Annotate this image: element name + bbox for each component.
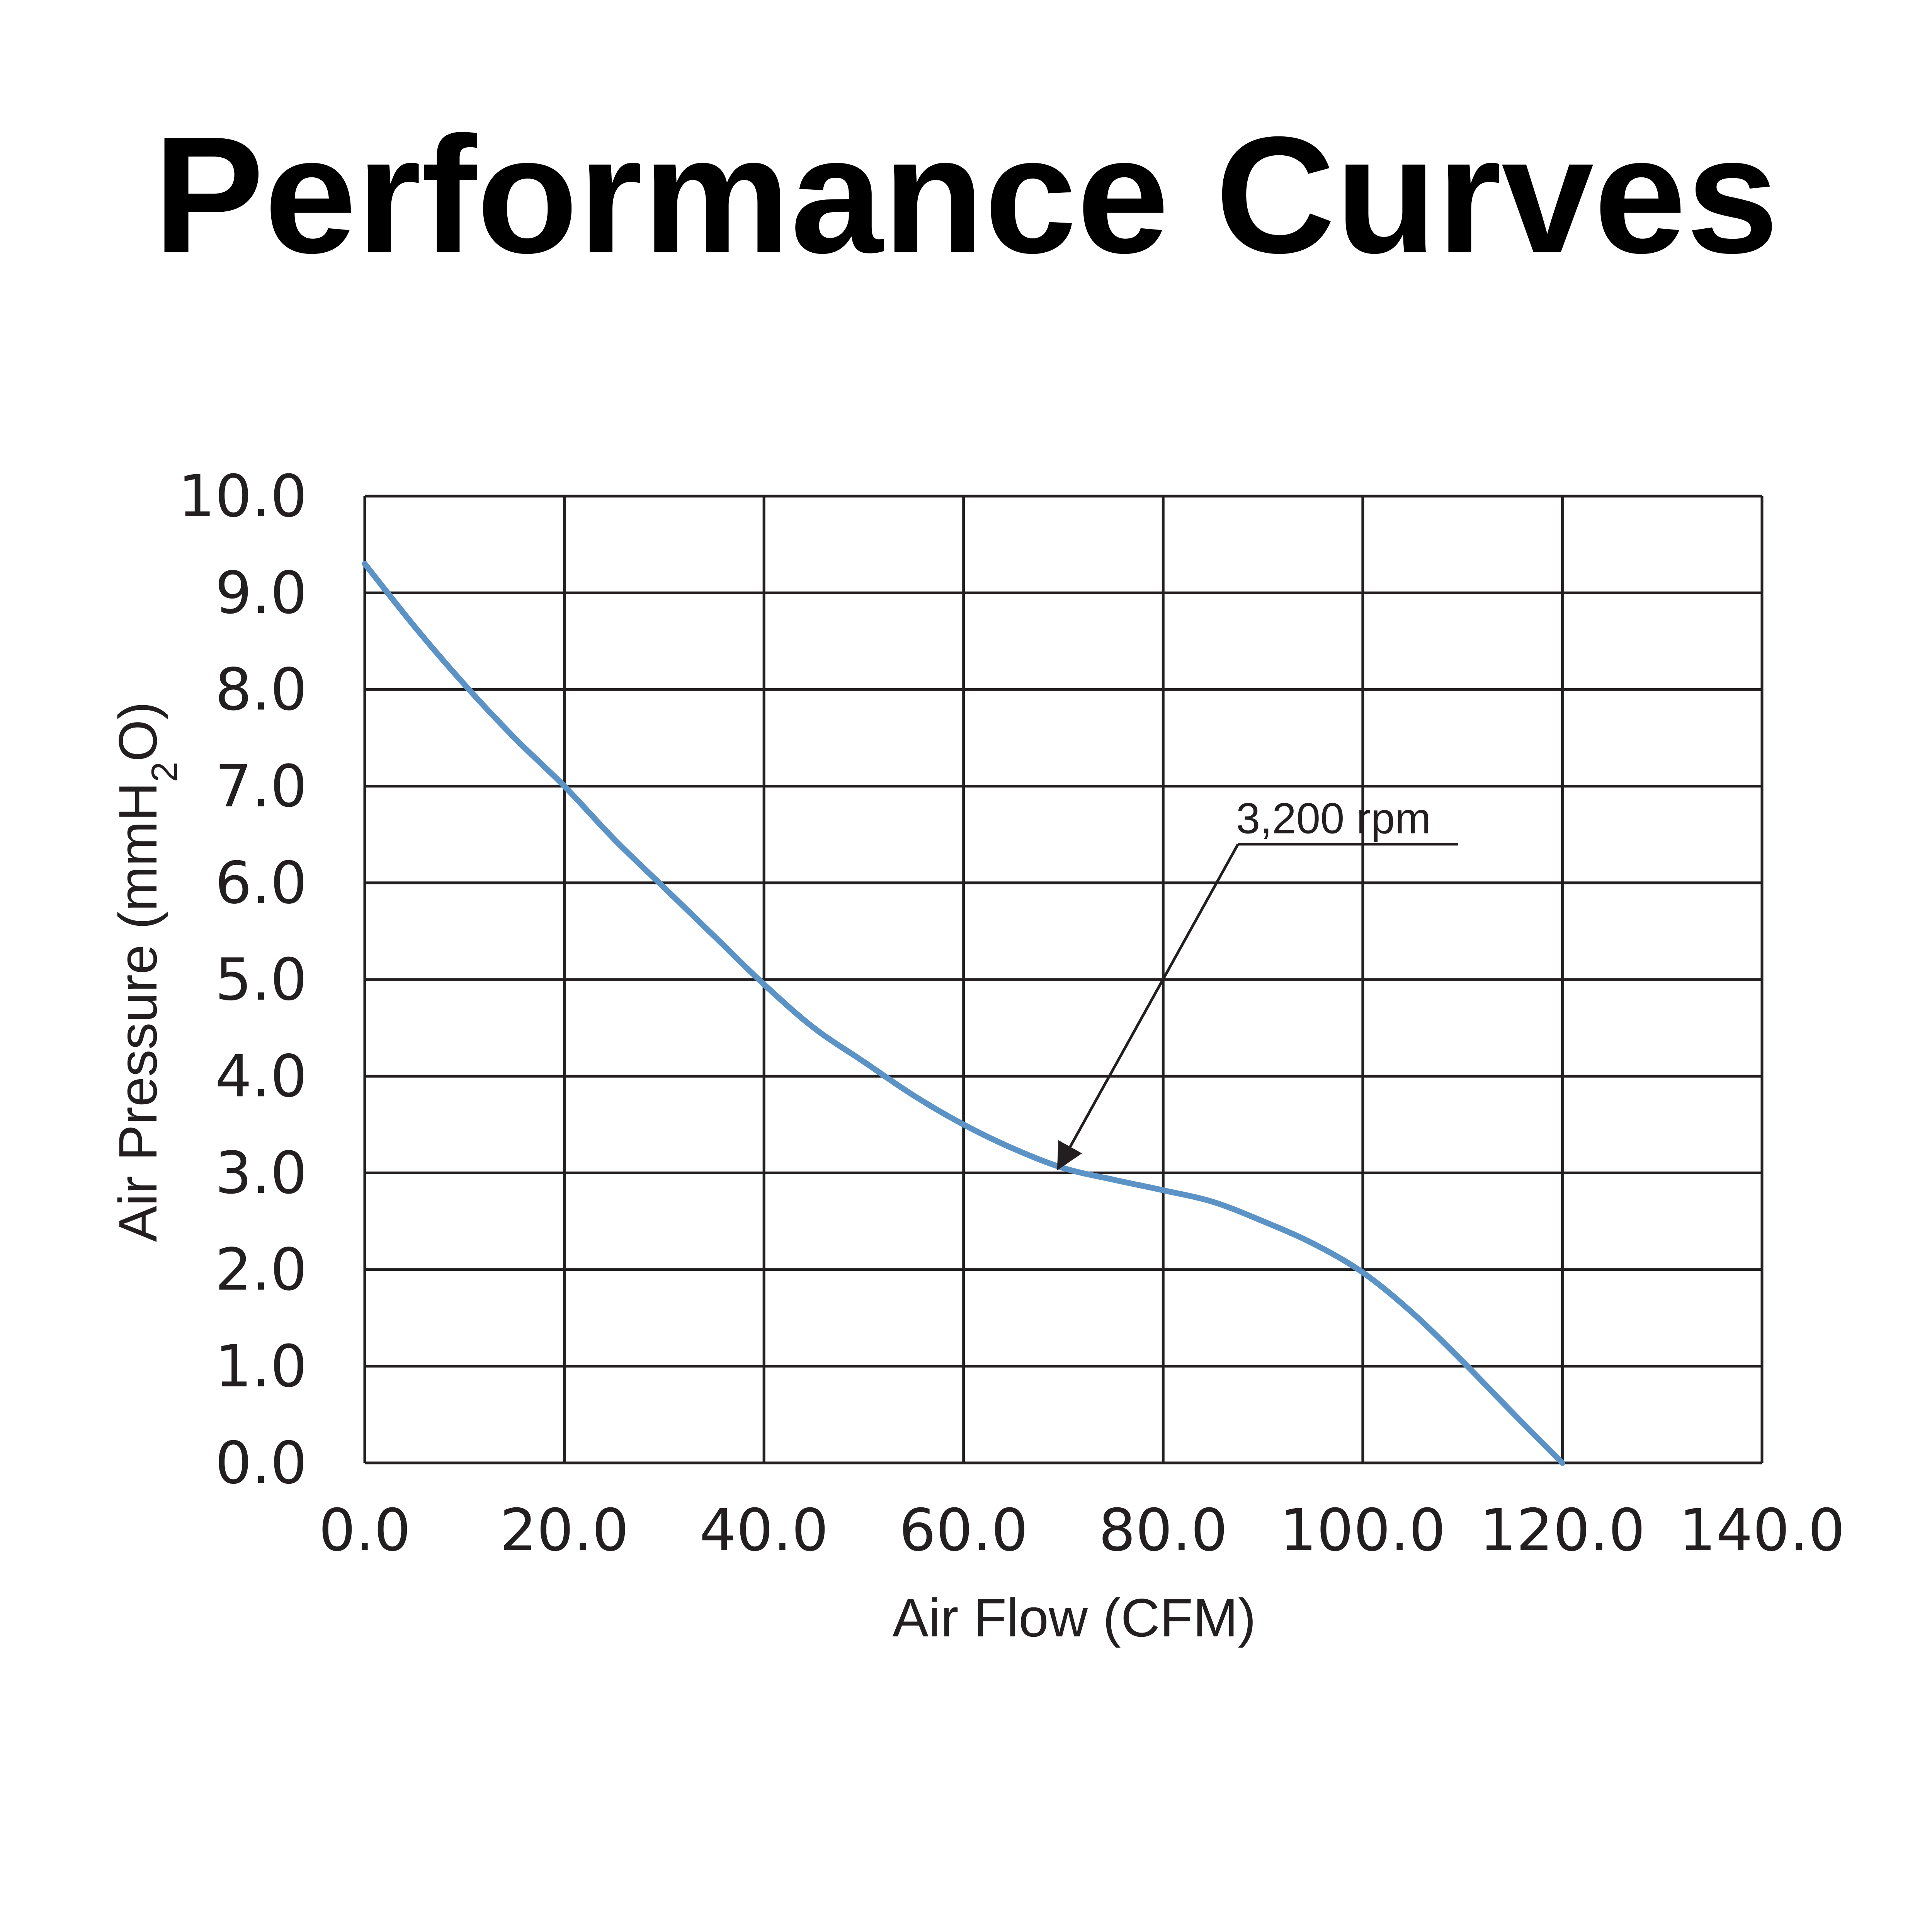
x-tick-label: 100.0 [1280, 1497, 1446, 1564]
x-tick-label: 140.0 [1679, 1497, 1845, 1564]
y-tick-label: 5.0 [215, 946, 307, 1014]
y-tick-label: 2.0 [215, 1236, 307, 1304]
y-axis-label-suffix: O) [107, 702, 168, 762]
y-axis-label-prefix: Air Pressure (mmH [107, 782, 168, 1242]
y-axis-label-subscript: 2 [144, 762, 185, 782]
y-tick-label: 4.0 [215, 1043, 307, 1110]
chart-title: Performance Curves [153, 102, 1779, 288]
series-line-0 [362, 561, 1565, 1466]
y-tick-label: 10.0 [178, 463, 307, 530]
x-tick-label: 120.0 [1480, 1497, 1645, 1564]
y-tick-label: 8.0 [215, 656, 307, 723]
y-tick-label: 0.0 [215, 1430, 307, 1497]
y-tick-label: 6.0 [215, 850, 307, 917]
y-tick-label: 3.0 [215, 1139, 307, 1207]
x-tick-label: 60.0 [899, 1497, 1028, 1564]
x-tick-label: 20.0 [500, 1497, 629, 1564]
x-tick-label: 80.0 [1099, 1497, 1228, 1564]
x-tick-label: 0.0 [319, 1497, 411, 1564]
x-axis-label: Air Flow (CFM) [893, 1587, 1256, 1648]
y-tick-label: 7.0 [215, 753, 307, 820]
annotation-label: 3,200 rpm [1236, 794, 1431, 843]
x-tick-label: 40.0 [699, 1497, 828, 1564]
y-axis-label: Air Pressure (mmH2O) [107, 702, 185, 1242]
y-tick-label: 1.0 [215, 1333, 307, 1400]
y-tick-label: 9.0 [215, 560, 307, 627]
annotation-arrow [1057, 844, 1240, 1171]
